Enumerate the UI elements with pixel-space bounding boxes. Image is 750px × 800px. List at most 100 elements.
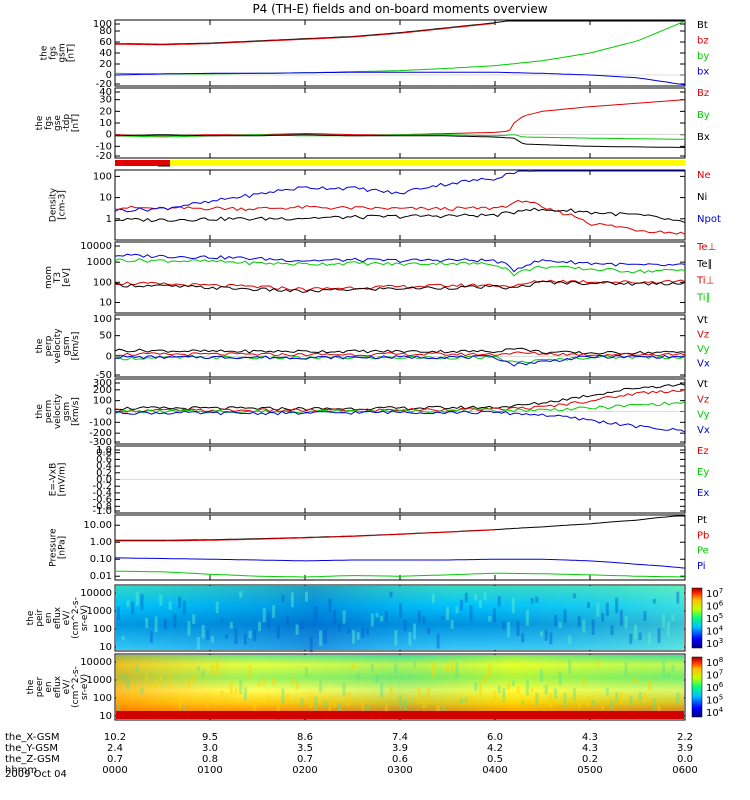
spectrogram-texture	[474, 593, 478, 601]
spectrogram-texture	[446, 665, 449, 672]
spectrogram-texture	[262, 607, 266, 623]
spectrogram-texture	[126, 679, 130, 690]
legend-entry-Ti⊥: Ti⊥	[696, 276, 714, 287]
spectrogram-texture	[535, 692, 539, 707]
y-tick-label: 10	[99, 118, 112, 129]
colorbar-exponent: 3	[719, 637, 723, 645]
spectrogram-texture	[422, 697, 426, 709]
spectrogram-texture	[530, 598, 534, 604]
y-axis-label: peer	[35, 676, 45, 697]
y-axis-label: eflux	[53, 675, 63, 698]
legend-entry-Te⊥: Te⊥	[696, 242, 716, 253]
spectrogram-texture	[554, 688, 558, 699]
spectrogram-texture	[399, 603, 402, 619]
spectrogram-texture	[478, 679, 482, 696]
y-tick-label: 0.0	[96, 475, 112, 486]
x-axis-row-label: the_Y-GSM	[5, 743, 58, 754]
spectrogram-texture	[211, 664, 214, 675]
panel-frame	[114, 314, 686, 378]
spectrogram-texture	[624, 662, 628, 676]
spectrogram-texture	[596, 603, 600, 617]
spectrogram-texture	[488, 664, 492, 679]
spectrogram-texture	[149, 631, 153, 643]
spectrogram-texture	[493, 690, 496, 706]
spectrogram-texture	[648, 679, 652, 691]
x-axis-value: 0400	[482, 765, 507, 776]
spectrogram-texture	[455, 662, 459, 678]
spectrogram-texture	[248, 630, 252, 639]
panel-ion-spec: the peir en eflux eV/(cm^2-s-sr-eV) 10000 1000…	[26, 584, 724, 653]
spectrogram-texture	[164, 695, 167, 702]
spectrogram-texture	[671, 614, 675, 621]
spectrogram-texture	[140, 687, 144, 695]
series-Npot	[114, 170, 685, 213]
y-tick-label: 10	[99, 297, 112, 308]
spectrogram-texture	[676, 591, 680, 604]
series-Bt	[114, 20, 685, 45]
y-axis-label: eflux	[53, 606, 63, 629]
x-axis-value: 4.2	[487, 743, 503, 754]
series-Ni	[114, 207, 686, 224]
spectrogram-texture	[192, 675, 196, 683]
spectrogram-texture	[648, 632, 652, 645]
spectrogram-texture	[662, 614, 666, 628]
spectrogram-texture	[497, 685, 501, 694]
x-axis-value: 3.0	[202, 743, 218, 754]
spectrogram-texture	[290, 592, 294, 608]
spectrogram-texture	[558, 622, 562, 629]
spectrogram-texture	[117, 702, 120, 713]
spectrogram-texture	[234, 628, 238, 645]
spectrogram-texture	[281, 688, 285, 705]
spectrogram-texture	[497, 596, 501, 607]
spectrogram-texture	[554, 614, 558, 627]
y-axis-label: (cm^2-s-	[71, 597, 81, 639]
spectrogram-texture	[427, 687, 431, 704]
spectrogram-texture	[121, 635, 125, 640]
x-axis-value: 2.2	[677, 732, 693, 743]
figure-title: P4 (TH-E) fields and on-board moments ov…	[252, 2, 547, 16]
spectrogram-texture	[666, 621, 670, 637]
spectrogram-texture	[159, 675, 163, 682]
panel-perp-velocity: the perp velocity gsm [km/s] 100 50 0 -50 Vt Vz Vy V…	[35, 314, 710, 381]
spectrogram-texture	[253, 629, 257, 642]
legend-entry-bx: bx	[697, 67, 709, 78]
legend-entry-Pe: Pe	[697, 546, 709, 557]
spectrogram-texture	[469, 605, 473, 621]
spectrogram-texture	[460, 698, 464, 704]
y-axis-label: [km/s]	[71, 332, 81, 361]
legend-entry-Npot: Npot	[697, 214, 721, 225]
x-axis-value: 0.7	[297, 754, 313, 765]
series-Vz	[114, 388, 686, 413]
y-tick-label: -300	[89, 437, 112, 448]
spectrogram-texture	[314, 606, 318, 621]
colorbar	[691, 587, 703, 649]
y-tick-label: -1.0	[92, 506, 112, 517]
spectrogram-texture	[173, 613, 177, 628]
spectrogram-texture	[521, 633, 525, 643]
spectrogram-texture	[272, 677, 276, 686]
panel-frame	[114, 19, 686, 87]
y-axis-label: (cm^2-s-	[71, 666, 81, 708]
spectrogram-texture	[319, 680, 323, 692]
spectrogram-texture	[286, 616, 290, 626]
series-Bx	[114, 134, 686, 148]
series-Vt	[114, 347, 686, 355]
spectrogram-texture	[577, 697, 581, 709]
y-axis-label: en	[44, 681, 54, 692]
spectrogram-texture	[267, 612, 271, 629]
y-tick-label: -0.2	[92, 481, 112, 492]
legend-entry-Te∥: Te∥	[696, 259, 713, 270]
y-axis-label: fgs	[49, 46, 59, 60]
legend-entry-Vx: Vx	[697, 359, 710, 370]
spectrogram-texture	[666, 671, 670, 678]
spectrogram-texture	[502, 687, 506, 703]
spectrogram-texture	[319, 630, 323, 647]
x-axis-value: 0.5	[487, 754, 503, 765]
y-axis-label: the	[35, 338, 45, 353]
spectrogram-texture	[652, 698, 656, 715]
spectrogram-texture	[131, 601, 135, 615]
y-tick-label: 100	[93, 693, 112, 704]
x-axis-value: 0.7	[107, 754, 123, 765]
spectrogram-texture	[610, 701, 614, 711]
